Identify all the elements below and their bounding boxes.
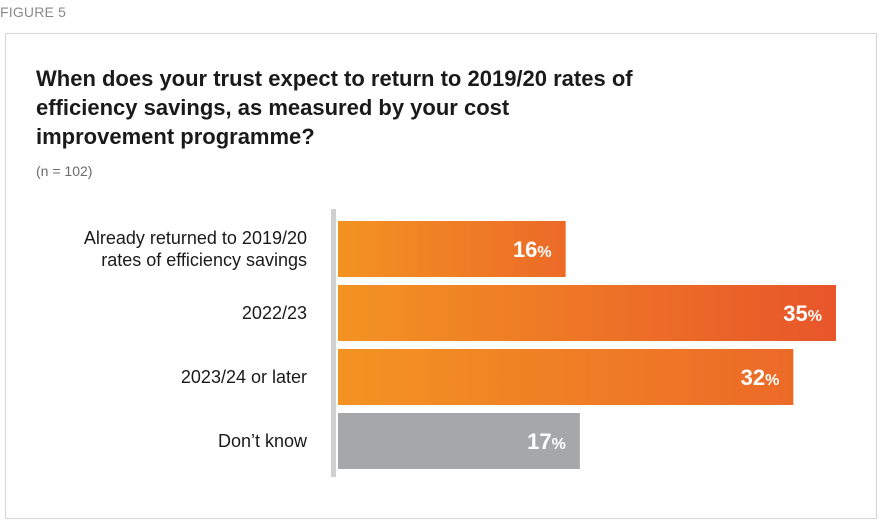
category-label: 2022/23: [242, 303, 307, 323]
bar: [338, 221, 566, 277]
chart-title: When does your trust expect to return to…: [36, 66, 633, 149]
chart-panel: When does your trust expect to return to…: [5, 33, 877, 519]
category-label: Don’t know: [218, 431, 308, 451]
bar-chart: 16% Already returned to 2019/20 rates of e…: [84, 209, 836, 477]
bar: [338, 413, 580, 469]
chart-subtitle: (n = 102): [36, 163, 93, 179]
bar-value-label: 17%: [527, 429, 566, 454]
bar-value-label: 32%: [741, 365, 780, 390]
category-label: 2023/24 or later: [181, 367, 307, 387]
category-label: Already returned to 2019/20 rates of effi…: [84, 228, 307, 270]
bar-value-label: 16%: [513, 237, 552, 262]
y-axis-line: [331, 209, 336, 477]
figure-label: FIGURE 5: [0, 4, 67, 20]
bar: [338, 349, 794, 405]
bar-value-label: 35%: [783, 301, 822, 326]
bar: [338, 285, 836, 341]
